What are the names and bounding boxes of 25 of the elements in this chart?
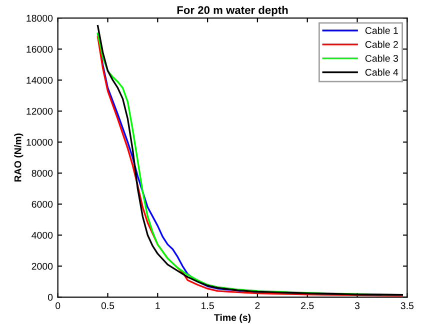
y-tick-label: 10000 <box>26 138 53 146</box>
x-axis-title: Time (s) <box>214 314 251 323</box>
x-tick-label: 1.5 <box>202 302 214 310</box>
x-tick-label: 0 <box>56 302 60 310</box>
legend-label: Cable 3 <box>365 54 398 62</box>
legend-label: Cable 2 <box>365 40 398 48</box>
y-tick-label: 12000 <box>26 108 53 115</box>
y-tick-label: 0 <box>48 294 53 301</box>
y-tick-label: 14000 <box>26 76 53 84</box>
x-tick-label: 0.5 <box>101 302 114 310</box>
x-tick-label: 3 <box>354 302 360 310</box>
x-tick-label: 1 <box>156 302 160 310</box>
legend-label: Cable 1 <box>365 26 398 34</box>
y-tick-label: 6000 <box>32 200 53 208</box>
y-tick-label: 8000 <box>32 170 53 177</box>
x-tick-label: 2 <box>255 302 260 310</box>
y-tick-label: 16000 <box>26 46 53 53</box>
x-tick-label: 2.5 <box>301 302 314 310</box>
chart-title: For 20 m water depth <box>177 6 288 16</box>
y-tick-label: 2000 <box>32 262 53 270</box>
y-tick-label: 18000 <box>26 14 53 22</box>
y-tick-label: 4000 <box>32 232 53 239</box>
y-axis-title: RAO (N/m) <box>14 134 24 182</box>
x-tick-label: 3.5 <box>400 302 414 310</box>
legend-label: Cable 4 <box>365 68 398 76</box>
